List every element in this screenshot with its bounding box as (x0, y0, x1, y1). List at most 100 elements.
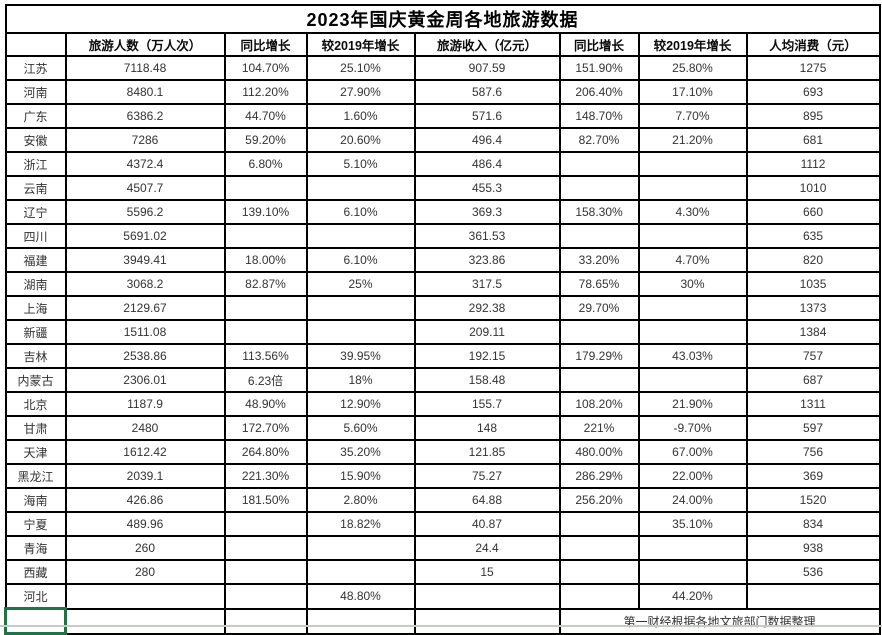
data-cell[interactable] (223, 223, 308, 249)
data-cell[interactable]: 2039.1 (64, 463, 226, 489)
row-label-cell[interactable]: 河北 (4, 583, 67, 610)
header-cell-yoy-growth-visitors[interactable]: 同比增长 (223, 32, 308, 57)
data-cell[interactable]: 192.15 (413, 343, 561, 369)
data-cell[interactable] (223, 511, 308, 537)
data-cell[interactable]: 256.20% (558, 487, 640, 513)
data-cell[interactable]: 75.27 (413, 463, 561, 489)
data-cell[interactable]: 108.20% (558, 391, 640, 417)
row-label-cell[interactable]: 湖南 (4, 271, 67, 297)
data-cell[interactable]: 24.4 (413, 535, 561, 561)
row-label-cell[interactable]: 甘肃 (4, 415, 67, 441)
active-cell[interactable] (4, 607, 67, 635)
data-cell[interactable]: 17.10% (637, 79, 748, 105)
data-cell[interactable]: 1010 (745, 175, 881, 201)
data-cell[interactable]: 907.59 (413, 55, 561, 81)
data-cell[interactable]: 179.29% (558, 343, 640, 369)
data-cell[interactable]: 158.48 (413, 367, 561, 393)
data-cell[interactable]: 206.40% (558, 79, 640, 105)
data-cell[interactable]: 139.10% (223, 199, 308, 225)
empty-cell[interactable] (305, 607, 416, 635)
data-cell[interactable] (637, 319, 748, 345)
data-cell[interactable]: 4372.4 (64, 151, 226, 177)
data-cell[interactable]: 18% (305, 367, 416, 393)
data-cell[interactable] (305, 295, 416, 321)
data-cell[interactable] (637, 295, 748, 321)
data-cell[interactable]: 1520 (745, 487, 881, 513)
data-cell[interactable]: 33.20% (558, 247, 640, 273)
data-cell[interactable]: 361.53 (413, 223, 561, 249)
data-cell[interactable]: 820 (745, 247, 881, 273)
data-cell[interactable]: 1035 (745, 271, 881, 297)
data-cell[interactable]: 323.86 (413, 247, 561, 273)
data-cell[interactable] (305, 319, 416, 345)
data-cell[interactable]: 6.23倍 (223, 367, 308, 393)
data-cell[interactable]: 369.3 (413, 199, 561, 225)
data-cell[interactable] (223, 583, 308, 610)
data-cell[interactable]: 155.7 (413, 391, 561, 417)
data-cell[interactable] (223, 175, 308, 201)
data-cell[interactable]: 7.70% (637, 103, 748, 129)
data-cell[interactable]: 264.80% (223, 439, 308, 465)
data-cell[interactable]: 687 (745, 367, 881, 393)
data-cell[interactable]: 113.56% (223, 343, 308, 369)
data-cell[interactable]: 2.80% (305, 487, 416, 513)
row-label-cell[interactable]: 上海 (4, 295, 67, 321)
data-cell[interactable] (64, 583, 226, 610)
row-label-cell[interactable]: 浙江 (4, 151, 67, 177)
data-cell[interactable]: 4.70% (637, 247, 748, 273)
data-cell[interactable] (305, 535, 416, 561)
row-label-cell[interactable]: 青海 (4, 535, 67, 561)
data-cell[interactable]: 756 (745, 439, 881, 465)
data-cell[interactable]: 20.60% (305, 127, 416, 153)
row-label-cell[interactable]: 吉林 (4, 343, 67, 369)
data-cell[interactable]: 2306.01 (64, 367, 226, 393)
data-cell[interactable]: 486.4 (413, 151, 561, 177)
data-cell[interactable]: 317.5 (413, 271, 561, 297)
data-cell[interactable]: 35.20% (305, 439, 416, 465)
row-label-cell[interactable]: 黑龙江 (4, 463, 67, 489)
row-label-cell[interactable]: 海南 (4, 487, 67, 513)
row-label-cell[interactable]: 辽宁 (4, 199, 67, 225)
data-cell[interactable]: 15.90% (305, 463, 416, 489)
data-cell[interactable]: 35.10% (637, 511, 748, 537)
data-cell[interactable]: 148 (413, 415, 561, 441)
data-cell[interactable]: 1275 (745, 55, 881, 81)
data-cell[interactable] (637, 535, 748, 561)
data-cell[interactable]: 67.00% (637, 439, 748, 465)
empty-cell[interactable] (413, 607, 561, 635)
data-cell[interactable]: 18.82% (305, 511, 416, 537)
data-cell[interactable]: 4507.7 (64, 175, 226, 201)
data-cell[interactable]: 221% (558, 415, 640, 441)
data-cell[interactable] (223, 295, 308, 321)
data-cell[interactable]: 7118.48 (64, 55, 226, 81)
data-cell[interactable]: 834 (745, 511, 881, 537)
row-label-cell[interactable]: 内蒙古 (4, 367, 67, 393)
data-cell[interactable] (223, 319, 308, 345)
data-cell[interactable]: 3068.2 (64, 271, 226, 297)
data-cell[interactable]: 18.00% (223, 247, 308, 273)
data-cell[interactable]: 25.80% (637, 55, 748, 81)
data-cell[interactable]: 29.70% (558, 295, 640, 321)
data-cell[interactable]: 221.30% (223, 463, 308, 489)
data-cell[interactable]: 489.96 (64, 511, 226, 537)
row-label-cell[interactable]: 北京 (4, 391, 67, 417)
header-cell-per-capita-spend[interactable]: 人均消费（元） (745, 32, 881, 57)
data-cell[interactable] (558, 559, 640, 585)
row-label-cell[interactable]: 西藏 (4, 559, 67, 585)
data-cell[interactable]: 4.30% (637, 199, 748, 225)
data-cell[interactable] (637, 223, 748, 249)
data-cell[interactable]: 2538.86 (64, 343, 226, 369)
data-cell[interactable]: 5596.2 (64, 199, 226, 225)
data-cell[interactable]: 43.03% (637, 343, 748, 369)
data-cell[interactable]: 25.10% (305, 55, 416, 81)
data-cell[interactable] (413, 583, 561, 610)
data-cell[interactable]: 12.90% (305, 391, 416, 417)
data-cell[interactable]: 21.90% (637, 391, 748, 417)
header-cell-visitors[interactable]: 旅游人数（万人次） (64, 32, 226, 57)
data-cell[interactable]: 44.70% (223, 103, 308, 129)
row-label-cell[interactable]: 江苏 (4, 55, 67, 81)
data-cell[interactable]: 260 (64, 535, 226, 561)
data-cell[interactable]: 280 (64, 559, 226, 585)
row-label-cell[interactable]: 天津 (4, 439, 67, 465)
data-cell[interactable]: 426.86 (64, 487, 226, 513)
